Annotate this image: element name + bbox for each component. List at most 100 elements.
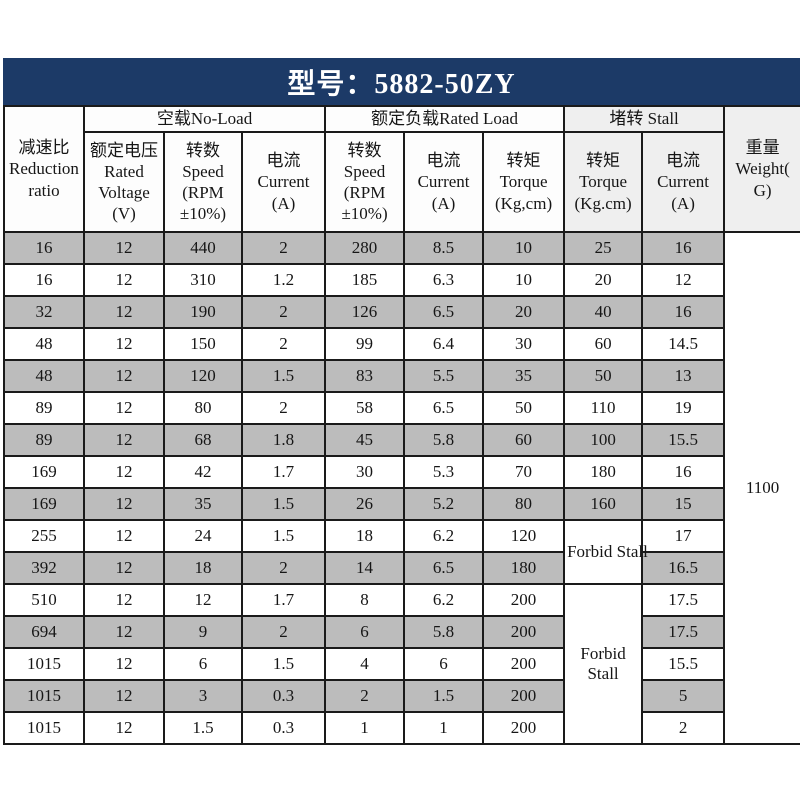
table-cell: 1015: [3, 647, 85, 681]
table-cell: 126: [324, 295, 406, 329]
table-row: 1015 12 6 1.5 4 6 200 15.5: [3, 647, 800, 681]
table-cell: 150: [163, 327, 243, 361]
table-cell: 1015: [3, 679, 85, 713]
table-cell: 35: [163, 487, 243, 521]
table-cell: 12: [83, 583, 165, 617]
table-cell: 83: [324, 359, 406, 393]
header-reduction-ratio: 减速比 Reduction ratio: [3, 105, 85, 233]
table-cell: 12: [83, 679, 165, 713]
table-cell: 15.5: [641, 423, 726, 457]
table-cell: 12: [83, 423, 165, 457]
table-cell: 120: [163, 359, 243, 393]
table-cell: 110: [563, 391, 644, 425]
table-cell: 12: [83, 231, 165, 265]
table-cell: 6: [324, 615, 406, 649]
table-cell: 12: [641, 263, 726, 297]
table-cell: 5.3: [403, 455, 485, 489]
table-cell: 16: [3, 231, 85, 265]
table-cell: 1.2: [240, 263, 327, 297]
header-row-subcolumns: 额定电压Rated Voltage (V) 转数 Speed (RPM ±10%…: [4, 131, 800, 233]
header-rated-current: 电流 Current (A): [403, 131, 485, 233]
table-cell: 80: [482, 487, 566, 521]
table-cell: 2: [240, 551, 327, 585]
table-cell: 510: [3, 583, 85, 617]
table-cell: 160: [563, 487, 644, 521]
table-cell: 6.2: [403, 583, 485, 617]
table-row: 16 12 440 2 280 8.5 10 25 16 1100: [3, 231, 800, 745]
table-cell: 89: [3, 423, 85, 457]
table-cell: 6: [163, 647, 243, 681]
table-row: 89 12 68 1.8 45 5.8 60 100 15.5: [3, 423, 800, 457]
table-cell: 5.5: [403, 359, 485, 393]
table-cell: 5.2: [403, 487, 485, 521]
table-cell: 1015: [3, 711, 85, 745]
table-row: 392 12 18 2 14 6.5 180 16.5: [3, 551, 800, 585]
model-title: 型号：5882-50ZY: [287, 68, 516, 100]
table-cell: 20: [563, 263, 644, 297]
header-row-groups: 减速比 Reduction ratio 空载No-Load 额定负载Rated …: [3, 105, 800, 233]
table-cell: 280: [324, 231, 406, 265]
table-cell: 14: [324, 551, 406, 585]
header-no-load-speed: 转数 Speed (RPM ±10%): [163, 131, 243, 233]
table-cell: 40: [563, 295, 644, 329]
table-cell: 12: [83, 263, 165, 297]
header-stall-current: 电流 Current (A): [641, 131, 726, 233]
table-row: 48 12 120 1.5 83 5.5 35 50 13: [3, 359, 800, 393]
table-cell: 5.8: [403, 615, 485, 649]
table-cell: 180: [563, 455, 644, 489]
table-row: 510 12 12 1.7 8 6.2 200 Forbid Stall 17.…: [3, 583, 800, 745]
table-cell: 16: [641, 231, 726, 265]
table-cell: 2: [324, 679, 406, 713]
table-cell: 12: [163, 583, 243, 617]
table-cell: 1.7: [240, 583, 327, 617]
table-cell: 12: [83, 647, 165, 681]
forbid-stall-cell-2: Forbid Stall: [563, 583, 644, 745]
table-cell: 9: [163, 615, 243, 649]
table-cell: 12: [83, 295, 165, 329]
table-cell: 16: [3, 263, 85, 297]
header-weight: 重量 Weight( G): [723, 105, 800, 233]
weight-value-cell: 1100: [723, 231, 800, 745]
table-cell: 2: [641, 711, 726, 745]
table-cell: 60: [563, 327, 644, 361]
model-title-bar: 型号：5882-50ZY: [3, 58, 800, 105]
table-cell: 12: [83, 455, 165, 489]
header-rated-speed: 转数 Speed (RPM ±10%): [324, 131, 406, 233]
table-cell: 12: [83, 327, 165, 361]
table-cell: 255: [3, 519, 85, 553]
table-cell: 48: [3, 327, 85, 361]
table-cell: 99: [324, 327, 406, 361]
table-cell: 200: [482, 679, 566, 713]
table-cell: 12: [83, 359, 165, 393]
table-cell: 30: [324, 455, 406, 489]
header-rated-voltage: 额定电压Rated Voltage (V): [83, 131, 165, 233]
table-cell: 169: [3, 487, 85, 521]
table-row: 89 12 80 2 58 6.5 50 110 19: [3, 391, 800, 425]
table-cell: 17.5: [641, 615, 726, 649]
table-cell: 50: [482, 391, 566, 425]
table-cell: 1.7: [240, 455, 327, 489]
table-cell: 19: [641, 391, 726, 425]
table-cell: 12: [83, 551, 165, 585]
table-cell: 48: [3, 359, 85, 393]
table-cell: 16: [641, 455, 726, 489]
table-cell: 10: [482, 263, 566, 297]
table-row: 1015 12 1.5 0.3 1 1 200 2: [3, 711, 800, 745]
table-cell: 6.5: [403, 295, 485, 329]
table-cell: 15: [641, 487, 726, 521]
table-cell: 8: [324, 583, 406, 617]
table-cell: 70: [482, 455, 566, 489]
table-cell: 12: [83, 519, 165, 553]
table-cell: 6: [403, 647, 485, 681]
header-stall-group: 堵转 Stall: [563, 105, 726, 133]
table-cell: 694: [3, 615, 85, 649]
table-row: 169 12 35 1.5 26 5.2 80 160 15: [3, 487, 800, 521]
table-cell: 4: [324, 647, 406, 681]
header-no-load-group: 空载No-Load: [82, 105, 327, 133]
table-cell: 200: [482, 647, 566, 681]
table-cell: 1: [403, 711, 485, 745]
table-cell: 1.5: [240, 519, 327, 553]
spec-table: 减速比 Reduction ratio 空载No-Load 额定负载Rated …: [3, 105, 800, 745]
header-no-load-current: 电流 Current (A): [240, 131, 327, 233]
table-cell: 12: [83, 487, 165, 521]
